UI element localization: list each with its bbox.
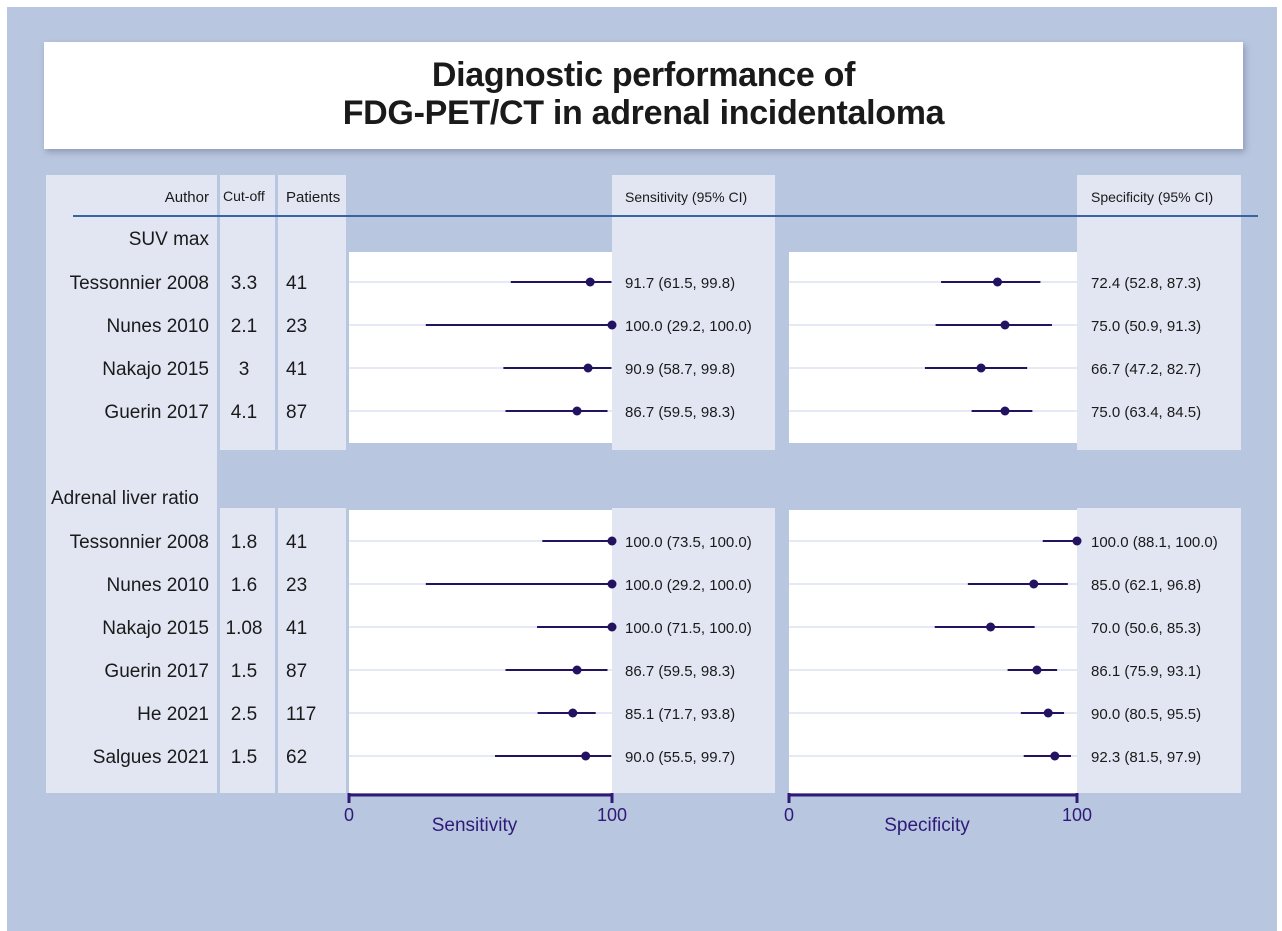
specificity-axis-label: Specificity [884,815,970,836]
study-patients: 87 [286,661,307,682]
study-author: Nunes 2010 [107,575,209,596]
title-box: Diagnostic performance of FDG-PET/CT in … [44,42,1243,149]
specificity-point [1032,665,1042,675]
study-author: Nakajo 2015 [102,359,209,380]
specificity-tick-label-100: 100 [1062,805,1092,825]
study-author: Nunes 2010 [107,316,209,337]
study-cutoff: 3.3 [231,273,257,294]
study-patients: 41 [286,359,307,380]
study-cutoff: 1.08 [226,618,263,639]
sensitivity-point [607,579,617,589]
specificity-point [1000,406,1010,416]
study-author: Tessonnier 2008 [70,532,209,553]
sensitivity-tick-label-100: 100 [597,805,627,825]
study-patients: 41 [286,618,307,639]
sensitivity-point [607,320,617,330]
sensitivity-point [568,708,578,718]
study-cutoff: 4.1 [231,402,257,423]
sensitivity-point [607,536,617,546]
sensitivity-ci-text: 91.7 (61.5, 99.8) [625,275,735,292]
study-author: Salgues 2021 [93,747,209,768]
sensitivity-plot-area-1 [349,252,612,443]
sensitivity-ci-text: 86.7 (59.5, 98.3) [625,663,735,680]
header-cutoff: Cut-off [223,188,265,204]
header-specificity-ci: Specificity (95% CI) [1091,189,1213,205]
sensitivity-ci-text: 100.0 (73.5, 100.0) [625,534,752,551]
sensitivity-ci-text: 100.0 (29.2, 100.0) [625,577,752,594]
specificity-point [1029,579,1039,589]
sensitivity-ci-text: 90.9 (58.7, 99.8) [625,361,735,378]
header-author: Author [165,189,209,206]
sensitivity-point [607,622,617,632]
specificity-point [1000,320,1010,330]
study-cutoff: 1.6 [231,575,257,596]
specificity-ci-text: 66.7 (47.2, 82.7) [1091,361,1201,378]
header-sensitivity-ci: Sensitivity (95% CI) [625,189,747,205]
sensitivity-ci-text: 100.0 (71.5, 100.0) [625,620,752,637]
study-patients: 23 [286,316,307,337]
sensitivity-axis-label: Sensitivity [432,815,518,836]
study-author: He 2021 [137,704,209,725]
specificity-ci-text: 90.0 (80.5, 95.5) [1091,706,1201,723]
group-gap-band [218,450,1242,508]
specificity-point [993,277,1003,287]
sensitivity-ci-text: 100.0 (29.2, 100.0) [625,318,752,335]
study-author: Guerin 2017 [104,661,209,682]
specificity-ci-text: 72.4 (52.8, 87.3) [1091,275,1201,292]
study-patients: 87 [286,402,307,423]
title-line-1: Diagnostic performance of [431,56,856,94]
specificity-point [1043,708,1053,718]
sensitivity-point [572,406,582,416]
specificity-point [986,622,996,632]
specificity-ci-text: 70.0 (50.6, 85.3) [1091,620,1201,637]
study-cutoff: 1.5 [231,661,257,682]
study-cutoff: 1.5 [231,747,257,768]
sensitivity-point [581,751,591,761]
specificity-ci-text: 86.1 (75.9, 93.1) [1091,663,1201,680]
study-patients: 41 [286,273,307,294]
sensitivity-ci-text: 90.0 (55.5, 99.7) [625,749,735,766]
sensitivity-point [583,363,593,373]
study-cutoff: 3 [239,359,250,380]
study-author: Tessonnier 2008 [70,273,209,294]
sensitivity-point [585,277,595,287]
specificity-ci-text: 92.3 (81.5, 97.9) [1091,749,1201,766]
specificity-ci-text: 100.0 (88.1, 100.0) [1091,534,1218,551]
study-patients: 41 [286,532,307,553]
title-line-2: FDG-PET/CT in adrenal incidentaloma [342,94,945,132]
study-patients: 117 [286,704,316,725]
study-cutoff: 2.1 [231,316,257,337]
study-patients: 23 [286,575,307,596]
group-label-suv-max: SUV max [129,229,210,250]
specificity-tick-label-0: 0 [784,805,794,825]
study-patients: 62 [286,747,307,768]
sensitivity-ci-text: 85.1 (71.7, 93.8) [625,706,735,723]
sensitivity-tick-label-0: 0 [344,805,354,825]
group-label-adrenal-liver-ratio: Adrenal liver ratio [51,488,199,509]
study-author: Nakajo 2015 [102,618,209,639]
specificity-point [1050,751,1060,761]
study-author: Guerin 2017 [104,402,209,423]
sensitivity-ci-text: 86.7 (59.5, 98.3) [625,404,735,421]
author-column-bg [46,175,217,793]
specificity-ci-text: 75.0 (50.9, 91.3) [1091,318,1201,335]
specificity-plot-area-1 [789,252,1077,443]
header-patients: Patients [286,189,340,206]
sensitivity-plot-area-2 [349,510,612,793]
study-cutoff: 2.5 [231,704,257,725]
study-cutoff: 1.8 [231,532,257,553]
specificity-point [1072,536,1082,546]
specificity-ci-text: 75.0 (63.4, 84.5) [1091,404,1201,421]
specificity-ci-text: 85.0 (62.1, 96.8) [1091,577,1201,594]
specificity-plot-area-2 [789,510,1077,793]
sensitivity-point [572,665,582,675]
specificity-point [976,363,986,373]
